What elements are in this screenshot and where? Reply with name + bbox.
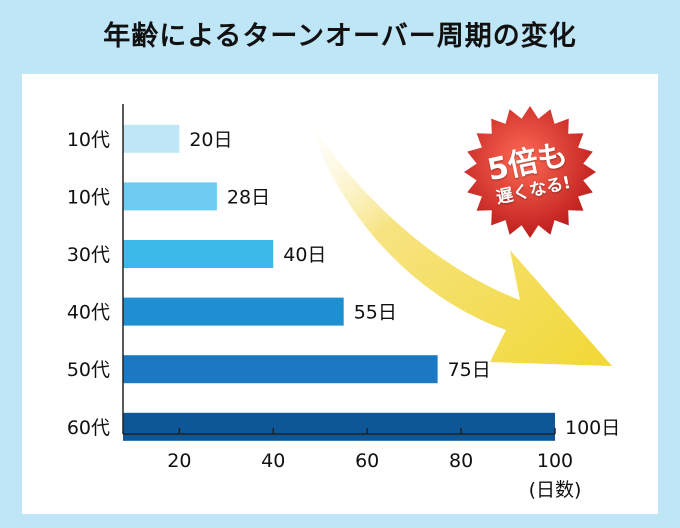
x-axis-label: (日数) (529, 479, 582, 501)
bar (123, 124, 180, 153)
x-tick-label: 60 (355, 450, 379, 472)
data-label: 75日 (448, 359, 491, 381)
data-label: 28日 (227, 186, 270, 208)
bar (123, 182, 217, 211)
category-label: 60代 (67, 417, 110, 439)
chart-title: 年齢によるターンオーバー周期の変化 (103, 21, 577, 52)
category-label: 10代 (67, 129, 110, 151)
data-label: 20日 (189, 129, 232, 151)
badge-starburst-icon (464, 106, 596, 238)
x-tick-label: 40 (261, 450, 285, 472)
data-label: 55日 (354, 302, 397, 324)
bar (123, 240, 274, 268)
category-label: 40代 (67, 302, 110, 324)
bar (123, 412, 555, 441)
bar (123, 297, 344, 326)
category-label: 10代 (67, 186, 110, 208)
trend-arrow-icon (308, 118, 612, 366)
data-label: 40日 (283, 244, 326, 266)
bar (123, 355, 438, 384)
x-tick-label: 20 (167, 450, 191, 472)
data-label: 100日 (565, 417, 620, 439)
badge: 5倍も 遅くなる! (456, 100, 603, 247)
category-label: 30代 (67, 244, 110, 266)
x-tick-label: 100 (537, 450, 573, 472)
x-tick-label: 80 (449, 450, 473, 472)
category-label: 50代 (67, 359, 110, 381)
